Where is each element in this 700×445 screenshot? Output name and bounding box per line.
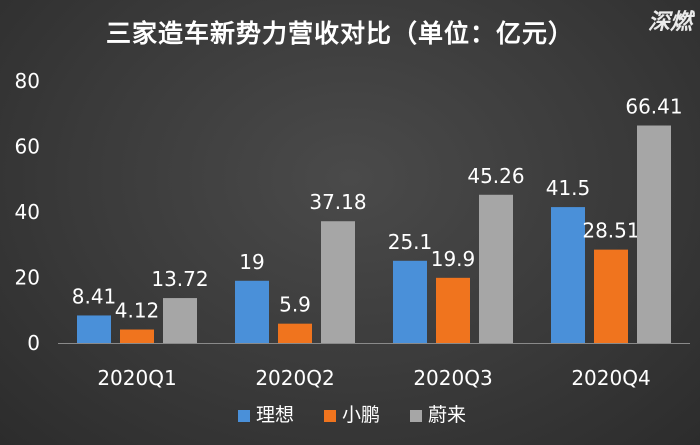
x-tick-label: 2020Q1 [97, 366, 176, 390]
data-label: 45.26 [467, 164, 524, 188]
legend-label: 理想 [256, 404, 294, 426]
bar-理想 [551, 207, 585, 343]
y-tick-label: 80 [15, 69, 40, 93]
bar-蔚来 [637, 125, 671, 343]
x-tick-label: 2020Q4 [571, 366, 650, 390]
legend-swatch-小鹏 [324, 410, 336, 422]
data-label: 41.5 [546, 176, 591, 200]
data-label: 4.12 [115, 299, 160, 323]
bar-理想 [393, 260, 427, 343]
x-tick-label: 2020Q3 [413, 366, 492, 390]
data-label: 37.18 [309, 190, 366, 214]
legend-label: 蔚来 [428, 404, 466, 426]
data-label: 19.9 [431, 247, 476, 271]
bar-蔚来 [163, 298, 197, 343]
legend-swatch-蔚来 [410, 410, 422, 422]
bar-蔚来 [479, 194, 513, 343]
legend-swatch-理想 [238, 410, 250, 422]
bar-小鹏 [120, 329, 154, 343]
y-tick-label: 0 [27, 331, 40, 355]
data-label: 5.9 [279, 293, 311, 317]
y-tick-label: 40 [15, 200, 40, 224]
data-label: 25.1 [388, 230, 433, 254]
legend-label: 小鹏 [342, 404, 380, 426]
bar-理想 [235, 280, 269, 343]
data-label: 66.41 [625, 95, 682, 119]
chart-title: 三家造车新势力营收对比（单位：亿元） [105, 19, 574, 48]
x-tick-label: 2020Q2 [255, 366, 334, 390]
bar-蔚来 [321, 221, 355, 343]
data-label: 19 [239, 250, 264, 274]
data-label: 13.72 [151, 267, 208, 291]
data-label: 8.41 [72, 284, 117, 308]
data-label: 28.51 [582, 219, 639, 243]
bar-小鹏 [436, 277, 470, 343]
watermark-logo: 深燃 [647, 10, 692, 35]
y-tick-label: 20 [15, 266, 40, 290]
bar-理想 [77, 315, 111, 343]
bar-小鹏 [278, 323, 312, 343]
bar-小鹏 [594, 249, 628, 343]
y-tick-label: 60 [15, 135, 40, 159]
